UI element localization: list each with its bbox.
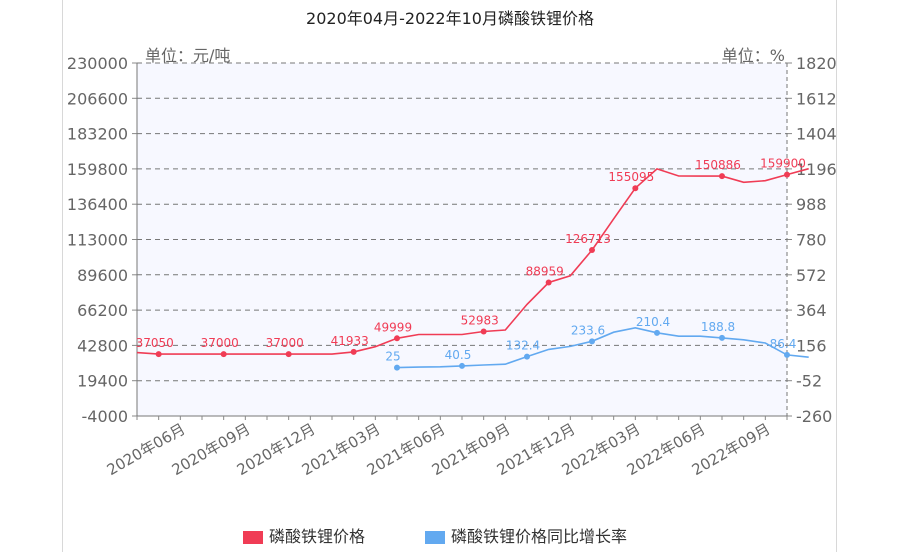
- legend-label: 磷酸铁锂价格: [269, 527, 365, 546]
- left-border: [62, 0, 63, 552]
- right-tick-label: 780: [796, 231, 827, 250]
- right-tick-label: -52: [796, 372, 822, 391]
- data-point: [784, 171, 790, 178]
- data-point: [784, 351, 790, 358]
- left-tick-label: -4000: [82, 407, 129, 426]
- data-label: 150886: [695, 158, 741, 172]
- data-point: [285, 351, 292, 358]
- right-unit-label: 单位：%: [722, 46, 785, 65]
- data-label: 233.6: [571, 323, 605, 337]
- legend-label: 磷酸铁锂价格同比增长率: [451, 527, 627, 546]
- data-point: [155, 351, 162, 358]
- data-label: 86.4: [770, 337, 797, 351]
- data-label: 49999: [374, 320, 412, 334]
- left-tick-label: 113000: [67, 231, 128, 250]
- data-point: [350, 348, 357, 355]
- data-label: 155095: [608, 170, 654, 184]
- left-unit-label: 单位：元/吨: [145, 46, 230, 65]
- data-point: [524, 353, 530, 360]
- legend-swatch: [425, 531, 445, 544]
- data-point: [589, 338, 595, 345]
- left-tick-label: 159800: [67, 160, 128, 179]
- data-label: 188.8: [701, 320, 735, 334]
- right-tick-label: 1820: [796, 54, 837, 73]
- left-tick-label: 42800: [77, 336, 128, 355]
- series-price: 37050 37000 37000 41933 49999 52983 88959 12671…: [136, 157, 809, 358]
- chart-title: 2020年04月-2022年10月磷酸铁锂价格: [306, 9, 594, 28]
- right-border: [836, 0, 837, 552]
- data-point: [654, 329, 660, 336]
- data-label: 126713: [565, 232, 611, 246]
- right-tick-label: 1612: [796, 89, 837, 108]
- left-tick-label: 89600: [77, 266, 128, 285]
- left-tick-label: 19400: [77, 372, 128, 391]
- data-point: [394, 335, 400, 342]
- data-label: 37000: [201, 336, 239, 350]
- data-label: 88959: [526, 264, 564, 278]
- series-line: [396, 326, 809, 369]
- data-point: [480, 328, 487, 335]
- data-label: 41933: [331, 334, 369, 348]
- data-label: 159900: [760, 157, 806, 171]
- data-label: 37000: [266, 336, 304, 350]
- left-tick-label: 66200: [77, 301, 128, 320]
- left-tick-label: 136400: [67, 195, 128, 214]
- data-point: [719, 173, 725, 180]
- right-tick-label: 1196: [796, 160, 837, 179]
- data-point: [589, 247, 595, 254]
- right-tick-label: 364: [796, 301, 827, 320]
- right-tick-label: 1404: [796, 125, 837, 144]
- data-label: 40.5: [445, 348, 472, 362]
- data-point: [394, 364, 400, 371]
- data-point: [719, 334, 725, 341]
- data-label: 37050: [136, 336, 174, 350]
- legend-swatch: [243, 531, 263, 544]
- data-point: [220, 351, 227, 358]
- left-tick-label: 183200: [67, 125, 128, 144]
- data-label: 132.4: [506, 339, 540, 353]
- right-tick-label: 572: [796, 266, 827, 285]
- series-growth-rate: 25 40.5 132.4 233.6 210.4 188.8 86.4: [385, 315, 809, 371]
- right-tick-label: 156: [796, 336, 827, 355]
- data-point: [632, 185, 639, 192]
- data-point: [545, 279, 552, 286]
- data-label: 210.4: [636, 315, 670, 329]
- data-label: 25: [385, 350, 400, 364]
- series-line: [136, 167, 809, 355]
- left-tick-label: 230000: [67, 54, 128, 73]
- right-tick-label: 988: [796, 195, 827, 214]
- data-label: 52983: [461, 314, 499, 328]
- right-tick-label: -260: [796, 407, 832, 426]
- data-point: [459, 362, 465, 369]
- left-tick-label: 206600: [67, 89, 128, 108]
